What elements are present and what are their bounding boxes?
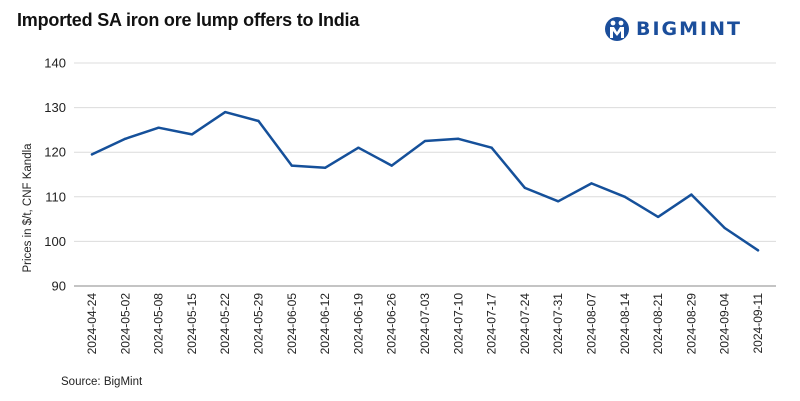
x-tick-label: 2024-07-03 — [418, 293, 432, 355]
x-tick-label: 2024-05-02 — [118, 293, 132, 355]
y-tick-label: 130 — [44, 100, 66, 115]
chart-title: Imported SA iron ore lump offers to Indi… — [17, 10, 360, 30]
x-tick-label: 2024-08-29 — [684, 293, 698, 355]
y-tick-label: 140 — [44, 56, 66, 71]
y-tick-label: 100 — [44, 234, 66, 249]
data-point — [257, 119, 260, 123]
data-point — [557, 200, 560, 203]
x-tick-label: 2024-07-31 — [551, 293, 565, 355]
data-point — [690, 193, 693, 196]
y-tick-label: 110 — [45, 189, 66, 204]
data-point — [423, 139, 427, 143]
y-tick-label: 90 — [52, 279, 66, 294]
data-point — [590, 182, 593, 185]
x-tick-label: 2024-05-22 — [218, 293, 232, 355]
data-point — [390, 164, 393, 167]
data-point — [357, 146, 360, 149]
x-tick-label: 2024-09-11 — [751, 293, 765, 354]
x-tick-label: 2024-06-26 — [385, 293, 399, 355]
data-point — [623, 195, 626, 198]
data-point — [157, 126, 160, 129]
x-tick-label: 2024-07-24 — [518, 293, 532, 355]
x-tick-label: 2024-08-14 — [618, 293, 632, 355]
x-tick-label: 2024-06-19 — [351, 293, 365, 355]
data-point — [756, 249, 760, 252]
data-point — [224, 110, 227, 114]
data-point — [124, 137, 127, 141]
data-point — [190, 133, 194, 136]
data-point — [90, 153, 94, 156]
x-tick-label: 2024-08-21 — [651, 293, 665, 355]
data-point — [490, 146, 493, 149]
data-point — [523, 186, 527, 190]
source-note: Source: BigMint — [61, 376, 143, 388]
x-tick-label: 2024-05-29 — [252, 293, 266, 355]
data-point — [656, 215, 660, 219]
y-tick-label: 120 — [44, 145, 66, 160]
bigmint-logo-icon — [605, 17, 629, 41]
data-point — [723, 226, 726, 230]
brand-logo: BIGMINT — [604, 14, 742, 44]
x-tick-label: 2024-04-24 — [85, 293, 99, 355]
x-tick-label: 2024-06-05 — [285, 293, 299, 355]
data-point — [457, 137, 460, 141]
brand-name: BIGMINT — [636, 18, 742, 40]
x-tick-label: 2024-05-08 — [152, 293, 166, 355]
data-point — [290, 164, 293, 167]
x-tick-label: 2024-05-15 — [185, 293, 199, 355]
x-tick-label: 2024-07-17 — [485, 293, 499, 355]
x-tick-label: 2024-06-12 — [318, 293, 332, 355]
data-point — [323, 166, 327, 170]
x-tick-label: 2024-08-07 — [585, 293, 599, 355]
x-tick-label: 2024-09-04 — [718, 293, 732, 355]
x-tick-label: 2024-07-10 — [451, 293, 465, 355]
series-line — [90, 110, 760, 252]
